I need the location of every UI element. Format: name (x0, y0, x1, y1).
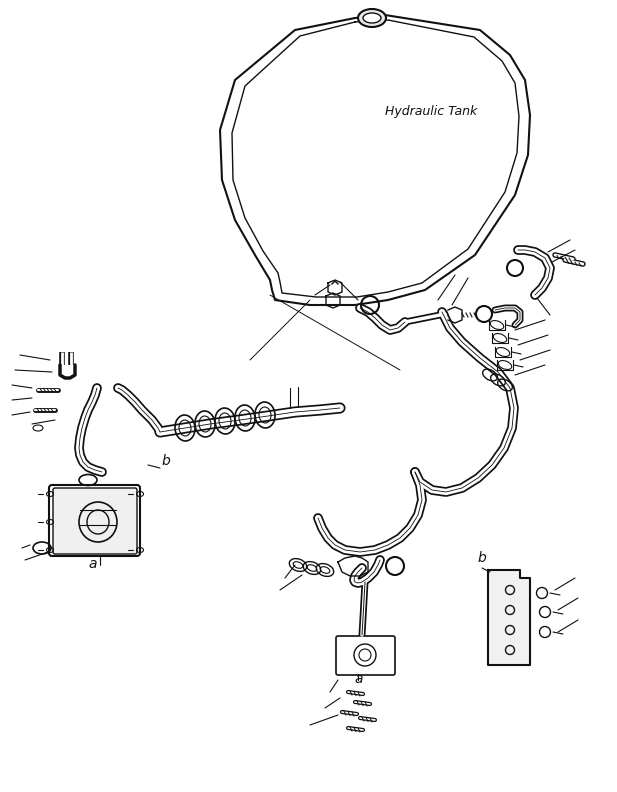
FancyBboxPatch shape (53, 488, 137, 554)
Ellipse shape (363, 13, 381, 23)
Text: b: b (478, 551, 487, 565)
Text: a: a (88, 557, 96, 571)
Text: a: a (354, 672, 363, 686)
Text: Hydraulic Tank: Hydraulic Tank (385, 105, 478, 118)
Polygon shape (488, 570, 530, 665)
Text: b: b (162, 454, 171, 468)
FancyBboxPatch shape (336, 636, 395, 675)
Ellipse shape (358, 9, 386, 27)
FancyBboxPatch shape (49, 485, 140, 556)
